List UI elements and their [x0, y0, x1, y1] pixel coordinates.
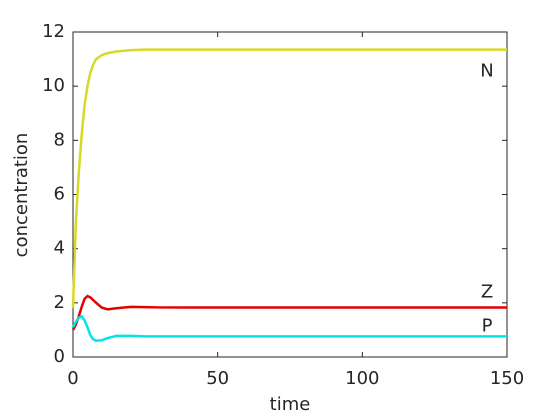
series-label: N: [480, 61, 493, 82]
y-tick-label: 12: [42, 21, 65, 42]
series-label: Z: [481, 281, 493, 302]
y-tick-label: 8: [54, 129, 65, 150]
series-line: [71, 314, 507, 343]
y-tick-label: 4: [54, 238, 65, 259]
y-tick-label: 2: [54, 292, 65, 313]
series-line: [71, 48, 507, 309]
x-tick-label: 150: [490, 368, 524, 389]
x-tick-label: 0: [67, 368, 78, 389]
y-axis-label: concentration: [11, 133, 32, 258]
series-label: P: [482, 315, 493, 336]
x-axis-label: time: [270, 394, 311, 415]
x-tick-label: 100: [345, 368, 379, 389]
series-line: [71, 294, 507, 331]
x-tick-label: 50: [206, 368, 229, 389]
y-tick-label: 6: [54, 184, 65, 205]
y-tick-label: 0: [54, 346, 65, 367]
y-tick-label: 10: [42, 75, 65, 96]
